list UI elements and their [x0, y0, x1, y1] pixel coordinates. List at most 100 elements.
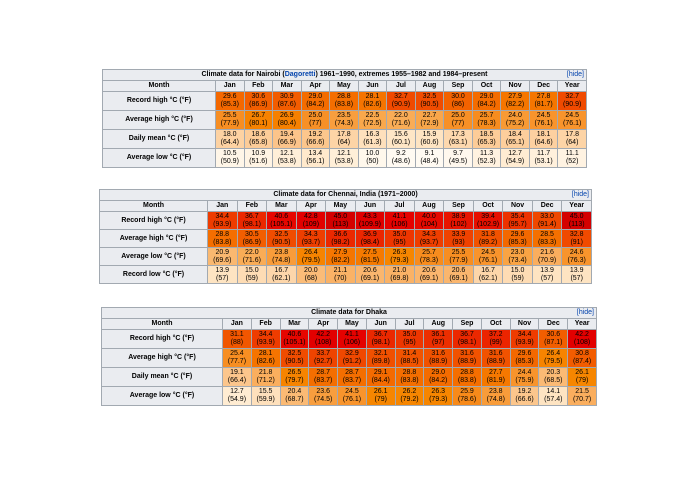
temperature-cell: 28.5 (83.3) — [531, 229, 563, 248]
celsius-value: 45.0 — [333, 212, 348, 220]
month-column-header: Mar — [266, 200, 297, 212]
temperature-cell: 22.7 (72.9) — [414, 110, 445, 130]
fahrenheit-value: (77.9) — [220, 120, 239, 127]
hide-toggle[interactable]: [hide] — [571, 191, 589, 198]
temperature-cell: 18.5 (65.3) — [471, 129, 502, 149]
temperature-cell: 20.6 (69.1) — [354, 265, 386, 284]
celsius-value: 42.2 — [575, 331, 589, 338]
celsius-value: 24.5 — [536, 112, 551, 119]
fahrenheit-value: (70) — [334, 274, 347, 282]
fahrenheit-value: (71.6) — [391, 120, 411, 127]
celsius-value: 40.6 — [287, 331, 302, 338]
celsius-value: 45.0 — [569, 212, 584, 220]
hide-toggle[interactable]: [hide] — [566, 71, 584, 78]
temperature-cell: 20.6 (69.1) — [413, 265, 445, 284]
month-column-header: Jan — [207, 200, 238, 212]
temperature-cell: 29.6 (85.3) — [215, 91, 245, 111]
month-column-header: Apr — [308, 318, 339, 330]
month-header: Month — [101, 318, 223, 330]
celsius-value: 26.4 — [546, 350, 561, 357]
temperature-cell: 40.6 (105.1) — [279, 329, 310, 349]
fahrenheit-value: (79.3) — [429, 396, 448, 403]
fahrenheit-value: (59) — [245, 274, 259, 282]
fahrenheit-value: (93.9) — [256, 339, 275, 346]
table-row: Record high °C (°F) 34.4 (93.9) 36.7 (98.1) 4… — [99, 211, 592, 230]
temperature-cell: 16.7 (62.1) — [472, 265, 504, 284]
fahrenheit-value: (98.1) — [371, 339, 390, 346]
fahrenheit-value: (81.5) — [360, 256, 380, 264]
celsius-value: 10.0 — [365, 150, 380, 157]
hide-toggle[interactable]: [hide] — [576, 309, 594, 316]
month-column-header: Apr — [295, 200, 327, 212]
fahrenheit-value: (102.9) — [476, 220, 500, 228]
temperature-cell: 20.3 (68.5) — [538, 367, 569, 387]
celsius-value: 26.4 — [304, 248, 318, 256]
celsius-value: 28.8 — [460, 369, 474, 376]
fahrenheit-value: (108) — [315, 339, 332, 346]
celsius-value: 21.8 — [258, 369, 273, 376]
hide-link[interactable]: hide — [573, 191, 588, 198]
celsius-value: 27.8 — [536, 93, 551, 100]
month-column-header: Dec — [528, 80, 559, 92]
celsius-value: 28.8 — [337, 93, 351, 100]
fahrenheit-value: (98.4) — [360, 238, 380, 246]
fahrenheit-value: (79.5) — [301, 256, 320, 264]
fahrenheit-value: (109) — [302, 220, 320, 228]
temperature-cell: 29.6 (85.3) — [502, 229, 533, 248]
fahrenheit-value: (90.5) — [420, 101, 439, 108]
row-label: Average high °C (°F) — [99, 229, 208, 248]
temperature-cell: 27.7 (81.9) — [480, 367, 511, 387]
hide-link[interactable]: hide — [568, 71, 583, 78]
temperature-cell: 11.3 (52.3) — [471, 148, 502, 168]
celsius-value: 24.5 — [345, 388, 359, 395]
fahrenheit-value: (70.9) — [537, 256, 557, 264]
celsius-value: 25.5 — [451, 248, 466, 256]
temperature-cell: 28.7 (83.7) — [308, 367, 339, 387]
row-label: Record high °C (°F) — [102, 91, 216, 111]
temperature-cell: 36.1 (97) — [423, 329, 454, 349]
celsius-value: 15.6 — [394, 131, 408, 138]
celsius-value: 19.1 — [230, 369, 244, 376]
fahrenheit-value: (49.5) — [448, 158, 468, 165]
celsius-value: 12.1 — [280, 150, 294, 157]
celsius-value: 36.7 — [460, 331, 474, 338]
fahrenheit-value: (77.7) — [227, 358, 247, 365]
celsius-value: 28.5 — [540, 230, 554, 238]
fahrenheit-value: (74.8) — [272, 256, 291, 264]
celsius-value: 20.6 — [422, 266, 436, 274]
celsius-value: 31.4 — [402, 350, 417, 357]
fahrenheit-value: (64.6) — [534, 139, 553, 146]
hide-link[interactable]: hide — [578, 309, 593, 316]
fahrenheit-value: (95) — [403, 339, 416, 346]
fahrenheit-value: (84.2) — [429, 377, 448, 384]
temperature-cell: 30.0 (86) — [443, 91, 473, 111]
temperature-cell: 24.5 (76.1) — [528, 110, 559, 130]
temperature-cell: 31.6 (88.9) — [452, 348, 482, 368]
celsius-value: 40.0 — [422, 212, 436, 220]
month-column-header: Feb — [250, 318, 281, 330]
celsius-value: 18.5 — [479, 131, 494, 138]
celsius-value: 29.0 — [479, 93, 494, 100]
temperature-cell: 15.5 (59.9) — [250, 386, 281, 406]
fahrenheit-value: (85.3) — [515, 358, 534, 365]
caption-station-link[interactable]: Dagoretti — [284, 71, 316, 78]
celsius-value: 15.0 — [244, 266, 259, 274]
temperature-cell: 26.1 (79) — [567, 367, 597, 387]
fahrenheit-value: (71.2) — [256, 377, 275, 384]
celsius-value: 40.6 — [274, 212, 289, 220]
fahrenheit-value: (76.1) — [342, 396, 362, 403]
celsius-value: 14.1 — [546, 388, 561, 395]
fahrenheit-value: (95) — [393, 238, 406, 246]
celsius-value: 31.6 — [431, 350, 446, 357]
temperature-cell: 21.6 (70.9) — [531, 247, 563, 266]
month-column-header: Oct — [471, 80, 502, 92]
temperature-cell: 40.6 (105.1) — [266, 211, 297, 230]
temperature-cell: 37.2 (99) — [480, 329, 511, 349]
fahrenheit-value: (90.9) — [391, 101, 411, 108]
celsius-value: 22.0 — [394, 112, 408, 119]
celsius-value: 18.1 — [536, 131, 551, 138]
celsius-value: 34.4 — [258, 331, 273, 338]
temperature-cell: 34.4 (93.9) — [509, 329, 540, 349]
temperature-cell: 23.6 (74.5) — [308, 386, 339, 406]
month-column-header: Sep — [443, 80, 473, 92]
